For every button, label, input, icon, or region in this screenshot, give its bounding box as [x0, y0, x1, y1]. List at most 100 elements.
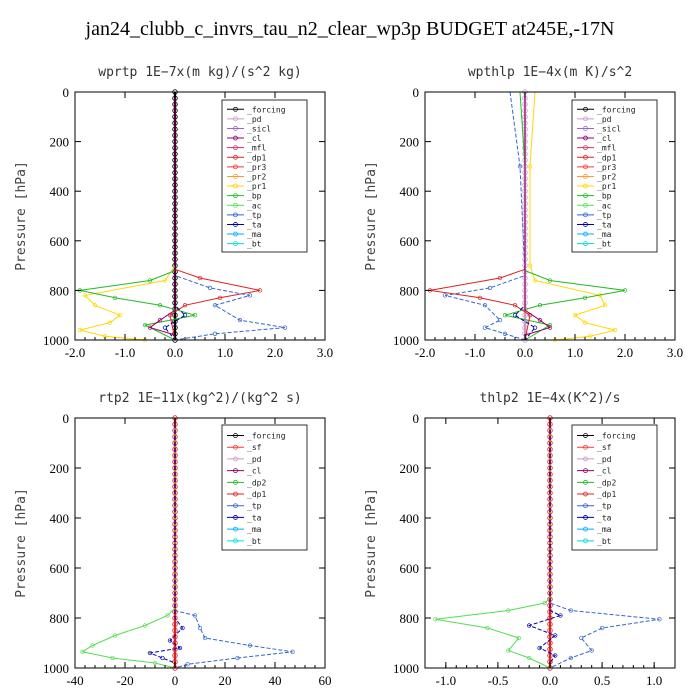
- x-tick-label: 1.0: [217, 345, 233, 360]
- y-tick-label: 0: [413, 85, 420, 100]
- data-point: [547, 325, 553, 330]
- legend-swatch-marker: [233, 135, 238, 141]
- series-tp-line: [174, 92, 286, 341]
- x-tick-label: 20: [219, 673, 232, 688]
- legend-label: _forcing: [597, 432, 636, 441]
- legend-swatch-marker: [583, 106, 588, 112]
- legend-label: _tp: [597, 211, 612, 220]
- series-bp-line: [79, 92, 196, 341]
- data-point: [282, 325, 288, 330]
- legend-swatch-marker: [583, 479, 588, 485]
- legend-swatch-marker: [583, 456, 588, 462]
- legend-label: _tp: [247, 211, 262, 220]
- data-point: [547, 621, 553, 627]
- data-point: [92, 303, 98, 308]
- legend-label: _pd: [247, 455, 262, 464]
- y-tick-label: 1000: [43, 661, 69, 676]
- data-point: [506, 648, 511, 653]
- y-tick-label: 1000: [393, 661, 419, 676]
- x-tick-label: -2.0: [415, 345, 436, 360]
- data-point: [247, 293, 253, 298]
- legend-swatch-marker: [583, 183, 588, 189]
- legend-swatch-marker: [233, 164, 238, 170]
- data-point: [547, 646, 553, 652]
- series-tp-line: [444, 91, 526, 341]
- y-axis-label: Pressure [hPa]: [364, 161, 379, 271]
- data-point: [542, 600, 547, 606]
- x-tick-label: 2.0: [617, 345, 633, 360]
- plot-frame: [74, 91, 326, 341]
- data-point: [165, 613, 170, 618]
- data-point: [237, 318, 243, 323]
- data-point: [172, 627, 178, 634]
- y-tick-label: 800: [50, 611, 70, 626]
- legend-swatch-marker: [583, 135, 588, 141]
- data-point: [602, 303, 608, 308]
- data-point: [172, 652, 178, 659]
- data-point: [112, 633, 118, 638]
- x-tick-label: 0.5: [594, 673, 610, 688]
- chart-panel-1: wprtp 1E−7x(m kg)/(s^2 kg) Pressure [hPa]…: [14, 65, 333, 360]
- legend-label: _ta: [247, 220, 262, 229]
- x-tick-label: 0.0: [542, 673, 558, 688]
- x-tick-label: 0.0: [167, 345, 183, 360]
- data-point: [177, 645, 183, 651]
- legend-swatch-marker: [583, 193, 588, 199]
- series-cl-line: [524, 92, 552, 336]
- data-point: [527, 655, 532, 661]
- legend-swatch-marker: [233, 479, 238, 485]
- data-point: [547, 322, 553, 328]
- data-point: [197, 625, 203, 631]
- legend-swatch-marker: [233, 145, 238, 151]
- data-point: [568, 655, 573, 661]
- data-point: [147, 278, 153, 283]
- data-point: [568, 608, 573, 613]
- legend-swatch-marker: [233, 433, 238, 438]
- data-point: [142, 322, 148, 328]
- legend-label: _dp2: [247, 478, 266, 487]
- legend-swatch-marker: [233, 116, 238, 122]
- data-point: [537, 303, 543, 308]
- data-point: [485, 625, 490, 631]
- data-point: [502, 331, 508, 336]
- legend-label: _ma: [247, 230, 262, 239]
- series-pr1-line: [79, 92, 176, 341]
- data-point: [553, 653, 558, 658]
- legend-label: _dp1: [597, 153, 616, 162]
- data-point: [547, 278, 553, 283]
- data-point: [553, 633, 558, 638]
- x-tick-label: -20: [116, 673, 133, 688]
- x-tick-label: 1.0: [567, 345, 583, 360]
- legend: _forcing_pd_sicl_cl_mfl_dp1_pr3_pr2_pr1_…: [221, 99, 308, 253]
- y-tick-label: 600: [50, 561, 70, 576]
- legend-swatch-marker: [583, 468, 588, 474]
- y-tick-label: 1000: [393, 333, 419, 348]
- legend-swatch-marker: [233, 468, 238, 474]
- y-tick-label: 200: [400, 135, 420, 150]
- legend: _forcing _sf _pd _cl _dp2 _dp1 _tp _ta _ma _bt: [221, 424, 308, 551]
- legend-label: _forcing: [247, 105, 286, 114]
- y-tick-label: 400: [50, 184, 70, 199]
- x-tick-label: -1.0: [115, 345, 136, 360]
- legend-swatch-marker: [233, 202, 238, 208]
- chart-panel-2: wpthlp 1E−4x(m K)/s^2 Pressure [hPa] -2.0 -…: [364, 65, 683, 360]
- data-point: [90, 643, 95, 648]
- legend-label: _pr2: [247, 172, 266, 181]
- panel-title: rtp2 1E−11x(kg^2)/(kg^2 s): [98, 391, 302, 406]
- legend-swatch-marker: [233, 491, 238, 497]
- legend-swatch-marker: [233, 174, 238, 179]
- data-point: [482, 325, 488, 330]
- data-point: [172, 609, 178, 615]
- data-point: [532, 325, 538, 330]
- data-point: [506, 608, 511, 613]
- legend-swatch-marker: [583, 491, 588, 497]
- x-tick-label: -1.0: [436, 673, 457, 688]
- y-tick-label: 200: [50, 135, 70, 150]
- data-point: [172, 634, 178, 640]
- y-tick-label: 0: [63, 411, 70, 426]
- legend-label: _cl: [247, 467, 262, 476]
- legend-swatch-marker: [583, 164, 588, 170]
- legend-swatch-marker: [233, 154, 238, 160]
- data-point: [527, 623, 532, 628]
